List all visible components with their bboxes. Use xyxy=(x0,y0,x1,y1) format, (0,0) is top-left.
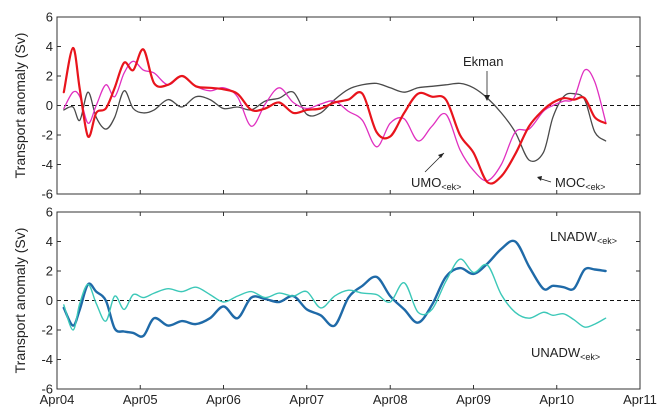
bottom-y-axis-label: Transport anomaly (Sv) xyxy=(12,228,28,374)
x-tick-label: Apr05 xyxy=(123,392,158,407)
top-series xyxy=(62,46,607,185)
y-tick-label: -2 xyxy=(41,323,53,338)
ekman-label: Ekman xyxy=(463,54,503,69)
bottom-x-ticks: Apr04 Apr05 Apr06 Apr07 Apr08 Apr09 Apr10 Apr11 xyxy=(40,212,657,407)
top-y-ticks: -6 -4 -2 0 2 4 6 xyxy=(41,10,640,202)
y-tick-label: 0 xyxy=(46,98,53,113)
series-line-unadwek xyxy=(63,258,607,331)
y-tick-label: 6 xyxy=(46,205,53,220)
unadw-label: UNADW<ek> xyxy=(531,345,600,362)
y-tick-label: 4 xyxy=(46,39,53,54)
y-tick-label: 4 xyxy=(46,234,53,249)
series-line-umoek xyxy=(63,60,607,182)
y-tick-label: -6 xyxy=(41,187,53,202)
top-y-axis-label: Transport anomaly (Sv) xyxy=(12,33,28,179)
y-tick-label: 2 xyxy=(46,264,53,279)
umo-arrowhead xyxy=(438,153,444,158)
x-tick-label: Apr08 xyxy=(373,392,408,407)
x-tick-label: Apr11 xyxy=(623,392,657,407)
y-tick-label: -2 xyxy=(41,128,53,143)
x-tick-label: Apr04 xyxy=(40,392,75,407)
moc-label: MOC<ek> xyxy=(555,175,605,192)
series-line-lnadwek xyxy=(62,239,607,338)
y-tick-label: 0 xyxy=(46,293,53,308)
bottom-y-ticks: -6 -4 -2 0 2 4 6 xyxy=(41,205,640,397)
x-tick-label: Apr06 xyxy=(206,392,241,407)
y-tick-label: -4 xyxy=(41,157,53,172)
top-x-ticks xyxy=(56,17,641,194)
series-line-ekman xyxy=(63,82,607,163)
x-tick-label: Apr07 xyxy=(289,392,324,407)
y-tick-label: 6 xyxy=(46,10,53,25)
ekman-arrowhead xyxy=(484,95,490,101)
moc-arrowhead xyxy=(537,176,542,181)
y-tick-label: -4 xyxy=(41,352,53,367)
lnadw-label: LNADW<ek> xyxy=(550,229,617,246)
bottom-series xyxy=(62,239,607,338)
series-line-mocek xyxy=(62,46,607,185)
y-tick-label: -6 xyxy=(41,382,53,397)
x-tick-label: Apr10 xyxy=(539,392,574,407)
y-tick-label: 2 xyxy=(46,69,53,84)
umo-label: UMO<ek> xyxy=(411,175,461,192)
x-tick-label: Apr09 xyxy=(456,392,491,407)
